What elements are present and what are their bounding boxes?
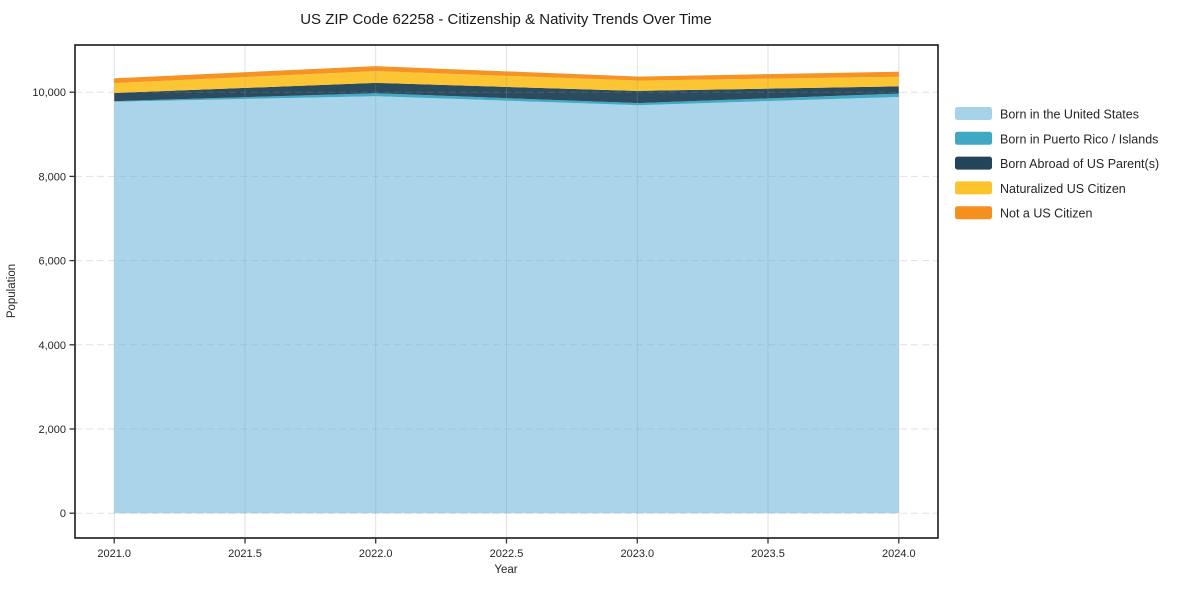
legend-swatch-born-in-the-united-states [955,107,992,120]
x-tick-label: 2023.5 [751,548,785,560]
area-born-in-the-united-states [114,96,899,514]
y-axis-ticks: 0 2,000 4,000 6,000 8,000 10,000 [32,87,75,520]
x-axis-label: Year [494,564,517,576]
legend: Born in the United States Born in Puerto … [955,107,1159,221]
x-axis-ticks: 2021.0 2021.5 2022.0 2022.5 2023.0 2023.5 2024… [97,538,916,560]
x-tick-label: 2024.0 [882,548,916,560]
plot-areas [114,66,899,514]
gridlines [75,45,938,538]
legend-label-not-a-us-citizen: Not a US Citizen [1000,207,1092,221]
y-axis-label: Population [6,264,18,318]
chart-title: US ZIP Code 62258 - Citizenship & Nativi… [300,11,712,28]
legend-swatch-born-abroad-of-us-parent-s [955,156,992,170]
legend-label-born-in-the-united-states: Born in the United States [1000,108,1139,122]
x-tick-label: 2022.5 [490,548,524,560]
area-not-a-us-citizen [114,66,899,84]
x-tick-label: 2023.0 [620,548,654,560]
legend-swatch-born-in-puerto-rico-islands [955,131,992,145]
y-tick-label: 6,000 [38,256,66,268]
x-tick-label: 2022.0 [359,548,393,560]
y-tick-label: 10,000 [32,87,66,99]
y-tick-label: 8,000 [38,171,66,183]
area-born-in-puerto-rico-islands [114,93,899,106]
area-naturalized-us-citizen [114,71,899,93]
x-tick-label: 2021.5 [228,548,262,560]
legend-label-naturalized-us-citizen: Naturalized US Citizen [1000,182,1126,196]
legend-label-born-abroad-of-us-parent-s: Born Abroad of US Parent(s) [1000,157,1159,171]
y-tick-label: 4,000 [38,340,66,352]
y-tick-label: 0 [60,508,66,520]
legend-label-born-in-puerto-rico-islands: Born in Puerto Rico / Islands [1000,132,1158,146]
x-tick-label: 2021.0 [97,548,131,560]
legend-swatch-not-a-us-citizen [955,206,992,220]
y-tick-label: 2,000 [38,424,66,436]
legend-swatch-naturalized-us-citizen [955,181,992,195]
area-born-abroad-of-us-parent-s [114,82,899,104]
